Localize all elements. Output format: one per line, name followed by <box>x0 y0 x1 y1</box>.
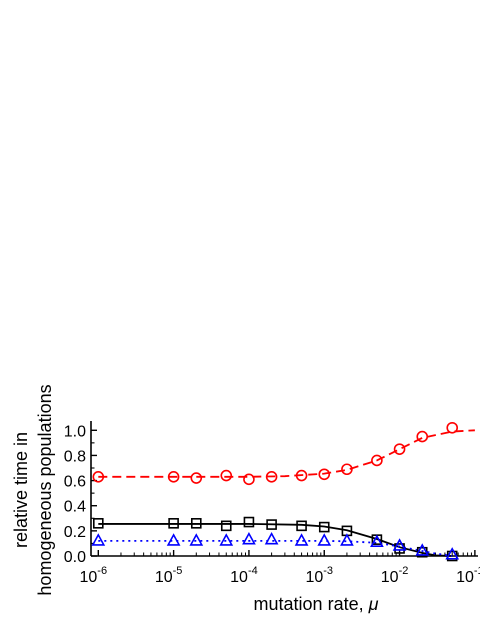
x-tick-exponent: -5 <box>173 565 183 577</box>
circle-point <box>295 469 308 482</box>
circle-point <box>243 473 255 486</box>
x-tick-base: 10 <box>456 569 474 586</box>
square-point <box>318 521 330 533</box>
x-tick-base: 10 <box>155 569 173 586</box>
circle-point <box>371 454 383 467</box>
x-tick-label: 10-5 <box>155 565 183 586</box>
circle-point <box>220 469 233 482</box>
triangle-point <box>219 533 234 546</box>
x-tick-base: 10 <box>230 569 248 586</box>
x-axis-label: mutation rate, μ <box>254 594 379 614</box>
circle-point <box>167 470 180 483</box>
y-axis-label-line1: relative time in <box>11 432 31 548</box>
series-markers <box>91 421 460 562</box>
x-tick-exponent: -4 <box>248 565 258 577</box>
x-tick-label: 10-6 <box>80 565 108 586</box>
square-point <box>92 518 104 529</box>
square-point <box>190 518 202 529</box>
square-point <box>296 520 307 532</box>
x-tick-label: 10-1 <box>456 565 480 586</box>
square-point <box>243 516 255 528</box>
triangle-point <box>415 543 430 556</box>
triangle-point <box>91 533 106 546</box>
series-triangle-curve <box>98 540 453 557</box>
circle-point <box>341 463 353 476</box>
triangle-point <box>317 533 332 546</box>
y-tick-label: 0.8 <box>64 448 86 465</box>
triangle-point <box>166 533 181 546</box>
triangle-point <box>242 531 256 545</box>
x-tick-exponent: -6 <box>97 565 107 577</box>
y-tick-label: 0.4 <box>64 499 86 516</box>
triangle-point <box>294 533 309 546</box>
y-axis-label-line2: homogeneous populations <box>35 384 55 595</box>
x-tick-label: 10-4 <box>230 565 258 586</box>
circle-point <box>446 421 459 434</box>
x-tick-base: 10 <box>381 569 399 586</box>
x-tick-label: 10-3 <box>305 565 333 586</box>
circle-point <box>92 470 105 483</box>
square-point <box>266 519 277 530</box>
y-tick-label: 1.0 <box>64 423 86 440</box>
circle-point <box>393 443 406 455</box>
circle-point <box>190 472 203 484</box>
x-tick-base: 10 <box>80 569 98 586</box>
triangle-point <box>264 531 279 545</box>
y-tick-label: 0.6 <box>64 474 86 491</box>
x-tick-exponent: -1 <box>474 565 480 577</box>
x-axis-label-symbol: μ <box>368 594 379 614</box>
triangle-point <box>370 534 384 547</box>
circle-point <box>416 430 429 443</box>
triangle-point <box>392 538 407 551</box>
series-curves <box>98 429 475 557</box>
circle-point <box>318 468 331 481</box>
triangle-point <box>340 533 354 546</box>
x-tick-exponent: -2 <box>399 565 409 577</box>
axes <box>90 421 478 557</box>
square-point <box>220 520 232 532</box>
x-tick-exponent: -3 <box>323 565 333 577</box>
x-tick-base: 10 <box>305 569 323 586</box>
square-point <box>168 518 179 529</box>
y-tick-label: 0.2 <box>64 524 86 541</box>
tick-labels: 0.00.20.40.60.81.010-6 10-5 10-4 10-3 10-2 10… <box>64 423 480 586</box>
triangle-point <box>189 533 204 546</box>
triangle-point <box>445 547 460 560</box>
y-tick-label: 0.0 <box>64 549 86 566</box>
x-axis-label-text: mutation rate, <box>254 594 369 614</box>
x-tick-label: 10-2 <box>381 565 409 586</box>
circle-point <box>265 470 278 483</box>
series-circle-curve <box>98 429 475 478</box>
